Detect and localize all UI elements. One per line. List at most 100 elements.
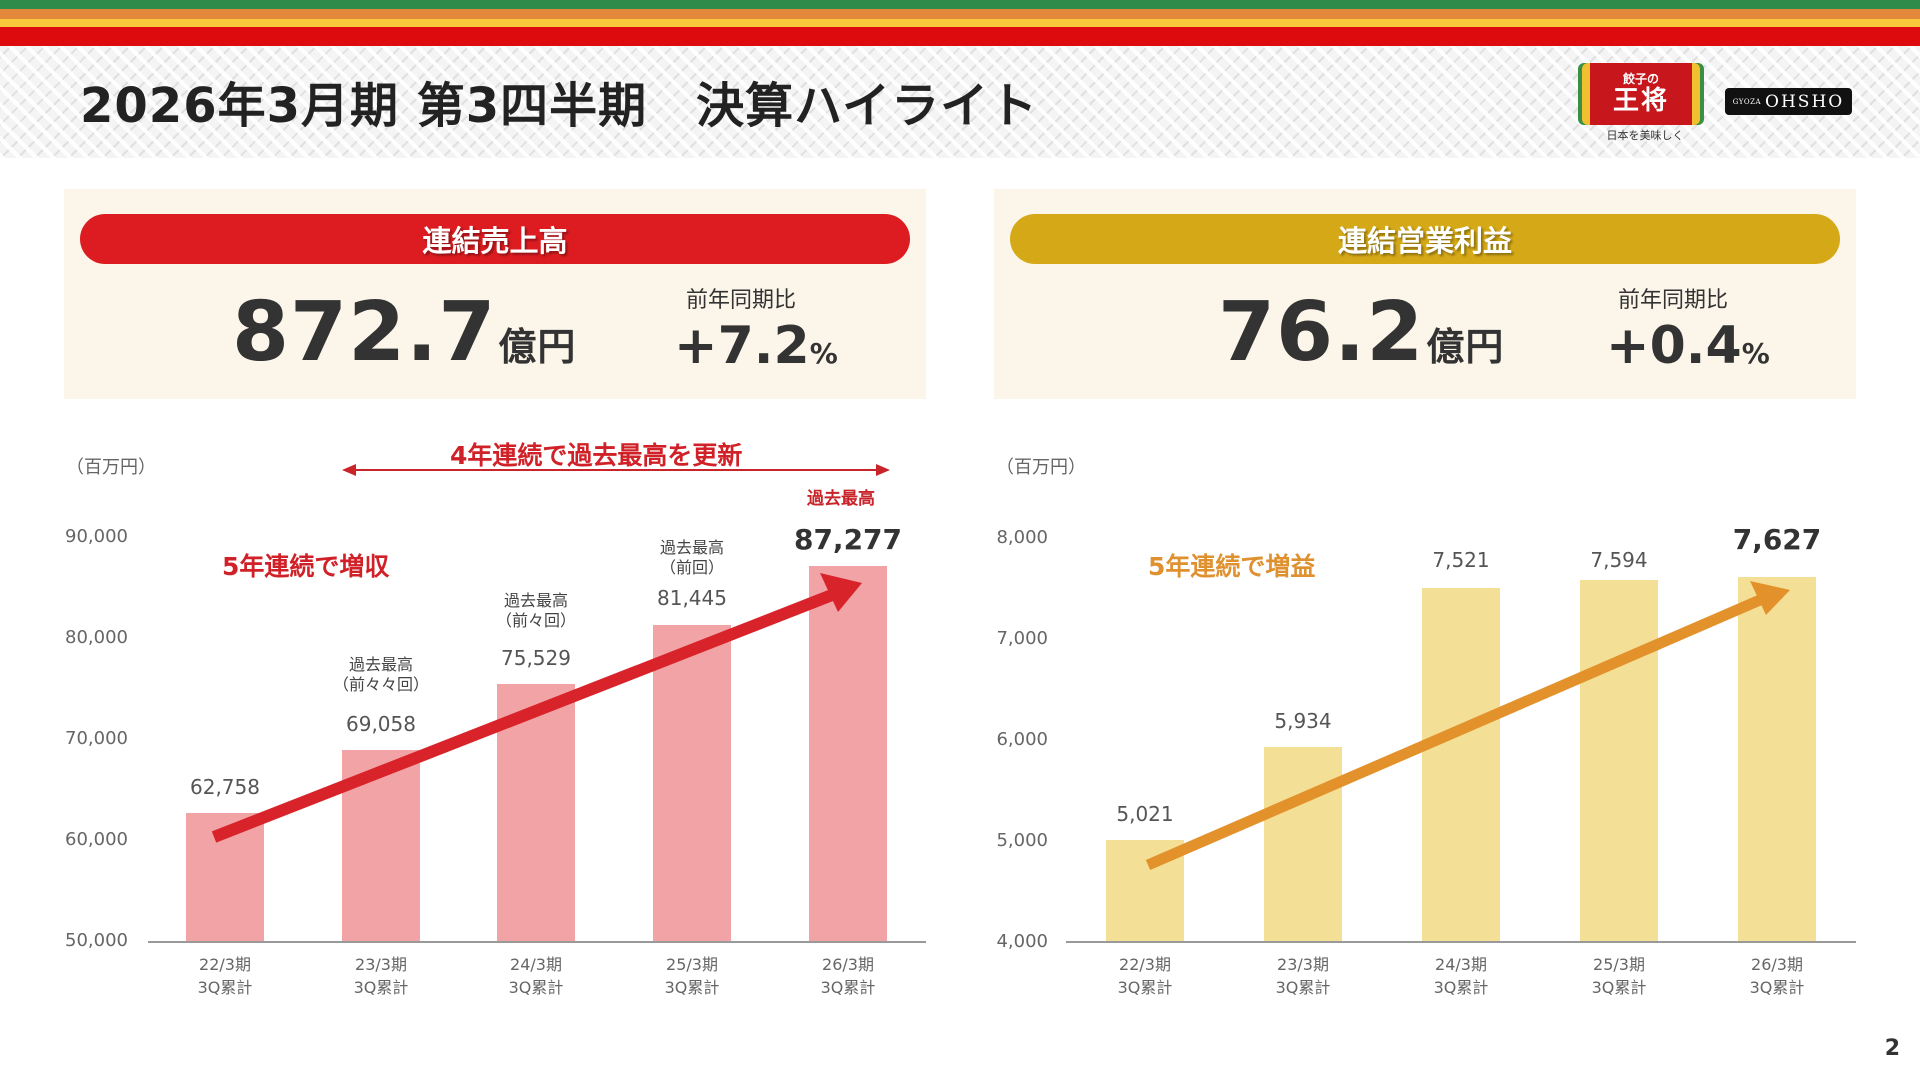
profit-bar-value: 7,521 [1432, 548, 1490, 572]
x-label-line1: 25/3期 [1593, 955, 1645, 974]
x-label-line2: 3Q累計 [1275, 978, 1331, 997]
kpi-value-sales: 872.7億円 [232, 285, 576, 380]
x-label-line2: 3Q累計 [197, 978, 253, 997]
sales-bar-value: 62,758 [190, 775, 260, 799]
kpi-yoy-label-sales: 前年同期比 [686, 288, 797, 313]
sales-ytick: 80,000 [65, 627, 128, 648]
sales-bar [186, 813, 264, 941]
sales-bar-value: 75,529 [501, 646, 571, 670]
sales-bar-value: 81,445 [657, 586, 727, 610]
kpi-value-number: 76.2 [1218, 285, 1425, 380]
profit-bar [1106, 840, 1184, 941]
sales-ytick: 60,000 [65, 829, 128, 850]
x-label-line2: 3Q累計 [664, 978, 720, 997]
profit-x-axis [1066, 941, 1856, 943]
stripe-yellow [0, 19, 1920, 27]
profit-x-label: 25/3期 3Q累計 [1559, 953, 1679, 999]
sales-x-label: 23/3期 3Q累計 [321, 953, 441, 999]
kpi-value-profit: 76.2億円 [1218, 285, 1504, 380]
profit-ytick: 7,000 [996, 628, 1048, 649]
logo-text: OHSHO [1765, 91, 1845, 112]
logo-prefix: GYOZA [1732, 97, 1762, 106]
sales-x-axis [148, 941, 926, 943]
sales-ytick: 90,000 [65, 526, 128, 547]
profit-bar-value: 5,934 [1274, 709, 1332, 733]
note-line2: （前回） [659, 558, 724, 577]
profit-ytick: 6,000 [996, 729, 1048, 750]
note-line2: （前々々回） [332, 675, 429, 694]
logo-main-text: 王将 [1612, 86, 1669, 116]
profit-ytick: 8,000 [996, 527, 1048, 548]
kpi-yoy-percent: % [1741, 337, 1770, 370]
profit-ytick: 5,000 [996, 830, 1048, 851]
sales-record-label: 過去最高 [807, 489, 875, 509]
x-label-line2: 3Q累計 [1433, 978, 1489, 997]
x-label-line2: 3Q累計 [508, 978, 564, 997]
profit-bar-value-latest: 7,627 [1732, 523, 1822, 556]
kpi-yoy-label-profit: 前年同期比 [1618, 288, 1729, 313]
profit-bar-value: 5,021 [1116, 802, 1174, 826]
sales-bar [497, 684, 575, 941]
gyoza-no-ohsho-logo: 餃子の 王将 [1582, 63, 1700, 125]
x-label-line1: 24/3期 [1435, 955, 1487, 974]
sales-x-label: 26/3期 3Q累計 [788, 953, 908, 999]
sales-record-annotation: 4年連続で過去最高を更新 [450, 441, 743, 470]
profit-bar [1738, 577, 1816, 941]
x-label-line2: 3Q累計 [353, 978, 409, 997]
sales-bar-note: 過去最高 （前回） [622, 538, 762, 578]
sales-unit-label: （百万円） [66, 457, 156, 478]
x-label-line2: 3Q累計 [1591, 978, 1647, 997]
stripe-red [0, 27, 1920, 46]
stripe-green [0, 0, 1920, 9]
note-line2: （前々回） [495, 611, 576, 630]
profit-growth-callout: 5年連続で増益 [1148, 552, 1316, 581]
x-label-line1: 23/3期 [1277, 955, 1329, 974]
sales-bar [809, 566, 887, 941]
x-label-line1: 22/3期 [1119, 955, 1171, 974]
x-label-line1: 24/3期 [510, 955, 562, 974]
sales-x-label: 25/3期 3Q累計 [632, 953, 752, 999]
sales-bar-note: 過去最高 （前々回） [466, 591, 606, 631]
kpi-panel-sales: 連結売上高 872.7億円 前年同期比 +7.2% [64, 189, 926, 399]
sales-bar [342, 750, 420, 941]
sales-bar-value: 69,058 [346, 712, 416, 736]
sales-ytick: 50,000 [65, 930, 128, 951]
x-label-line2: 3Q累計 [820, 978, 876, 997]
profit-bar [1264, 747, 1342, 941]
kpi-yoy-number: +0.4 [1606, 316, 1742, 376]
profit-ytick: 4,000 [996, 931, 1048, 952]
profit-x-label: 24/3期 3Q累計 [1401, 953, 1521, 999]
logo-tagline: 日本を美味しく [1606, 129, 1684, 142]
profit-bar [1580, 580, 1658, 941]
x-label-line1: 26/3期 [822, 955, 874, 974]
note-line1: 過去最高 [503, 591, 568, 610]
kpi-value-number: 872.7 [232, 285, 497, 380]
kpi-title-sales: 連結売上高 [80, 214, 910, 264]
kpi-yoy-number: +7.2 [674, 316, 810, 376]
kpi-panel-operating-profit: 連結営業利益 76.2億円 前年同期比 +0.4% [994, 189, 1856, 399]
x-label-line1: 25/3期 [666, 955, 718, 974]
sales-bar [653, 625, 731, 941]
profit-bar [1422, 588, 1500, 941]
sales-ytick: 70,000 [65, 728, 128, 749]
x-label-line1: 22/3期 [199, 955, 251, 974]
gyoza-ohsho-logo: GYOZA OHSHO [1725, 88, 1852, 115]
x-label-line2: 3Q累計 [1749, 978, 1805, 997]
sales-bar-value-latest: 87,277 [793, 523, 903, 556]
sales-growth-callout: 5年連続で増収 [222, 552, 390, 581]
kpi-value-unit: 億円 [1426, 325, 1505, 369]
profit-x-label: 23/3期 3Q累計 [1243, 953, 1363, 999]
sales-bar-note: 過去最高 （前々々回） [311, 655, 451, 695]
profit-x-label: 22/3期 3Q累計 [1085, 953, 1205, 999]
note-line1: 過去最高 [659, 538, 724, 557]
profit-unit-label: （百万円） [996, 457, 1086, 478]
kpi-yoy-profit: +0.4% [1606, 316, 1770, 376]
x-label-line2: 3Q累計 [1117, 978, 1173, 997]
stripe-orange [0, 9, 1920, 19]
page-number: 2 [1884, 1036, 1900, 1061]
sales-x-label: 22/3期 3Q累計 [165, 953, 285, 999]
kpi-yoy-percent: % [809, 337, 838, 370]
profit-bar-value: 7,594 [1590, 548, 1648, 572]
x-label-line1: 23/3期 [355, 955, 407, 974]
page-title: 2026年3月期 第3四半期 決算ハイライト [80, 78, 1039, 134]
